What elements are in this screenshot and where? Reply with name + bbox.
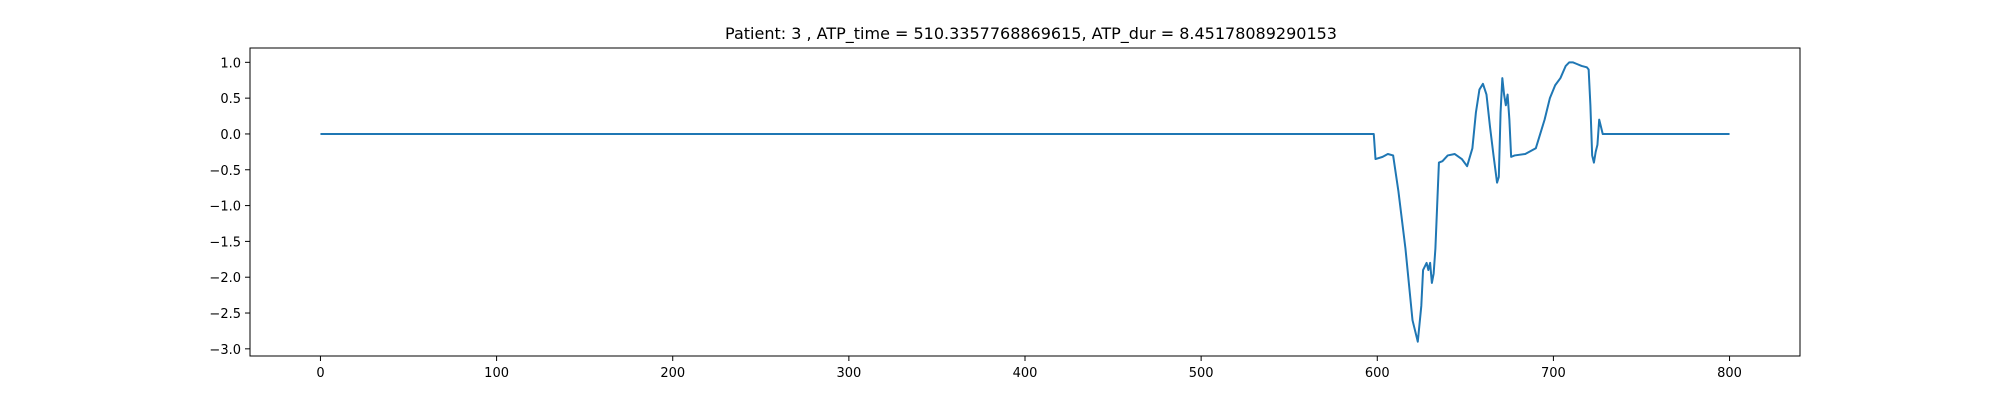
chart-title: Patient: 3 , ATP_time = 510.335776886961… [725, 24, 1337, 44]
x-axis: 0 100 200 300 400 500 600 700 800 [316, 356, 1742, 381]
y-tick-label: 1.0 [220, 56, 241, 71]
y-tick-label: −1.5 [209, 235, 241, 250]
x-tick-label: 500 [1189, 366, 1214, 381]
x-tick-label: 400 [1013, 366, 1038, 381]
y-axis: 1.0 0.5 0.0 −0.5 −1.0 −1.5 −2.0 −2.5 −3.0 [209, 56, 250, 358]
series-line [320, 61, 1730, 343]
x-tick-label: 600 [1365, 366, 1390, 381]
x-tick-label: 100 [484, 366, 509, 381]
y-tick-label: −3.0 [209, 343, 241, 358]
x-tick-label: 200 [660, 366, 685, 381]
y-tick-label: −0.5 [209, 164, 241, 179]
y-tick-label: −2.5 [209, 307, 241, 322]
series-layer [320, 61, 1730, 343]
y-tick-label: 0.0 [220, 128, 241, 143]
y-tick-label: 0.5 [220, 92, 241, 107]
y-tick-label: −1.0 [209, 200, 241, 215]
x-tick-label: 700 [1541, 366, 1566, 381]
x-tick-label: 800 [1717, 366, 1742, 381]
y-tick-label: −2.0 [209, 271, 241, 286]
x-tick-label: 0 [316, 366, 324, 381]
plot-area [249, 47, 1801, 357]
x-tick-label: 300 [836, 366, 861, 381]
